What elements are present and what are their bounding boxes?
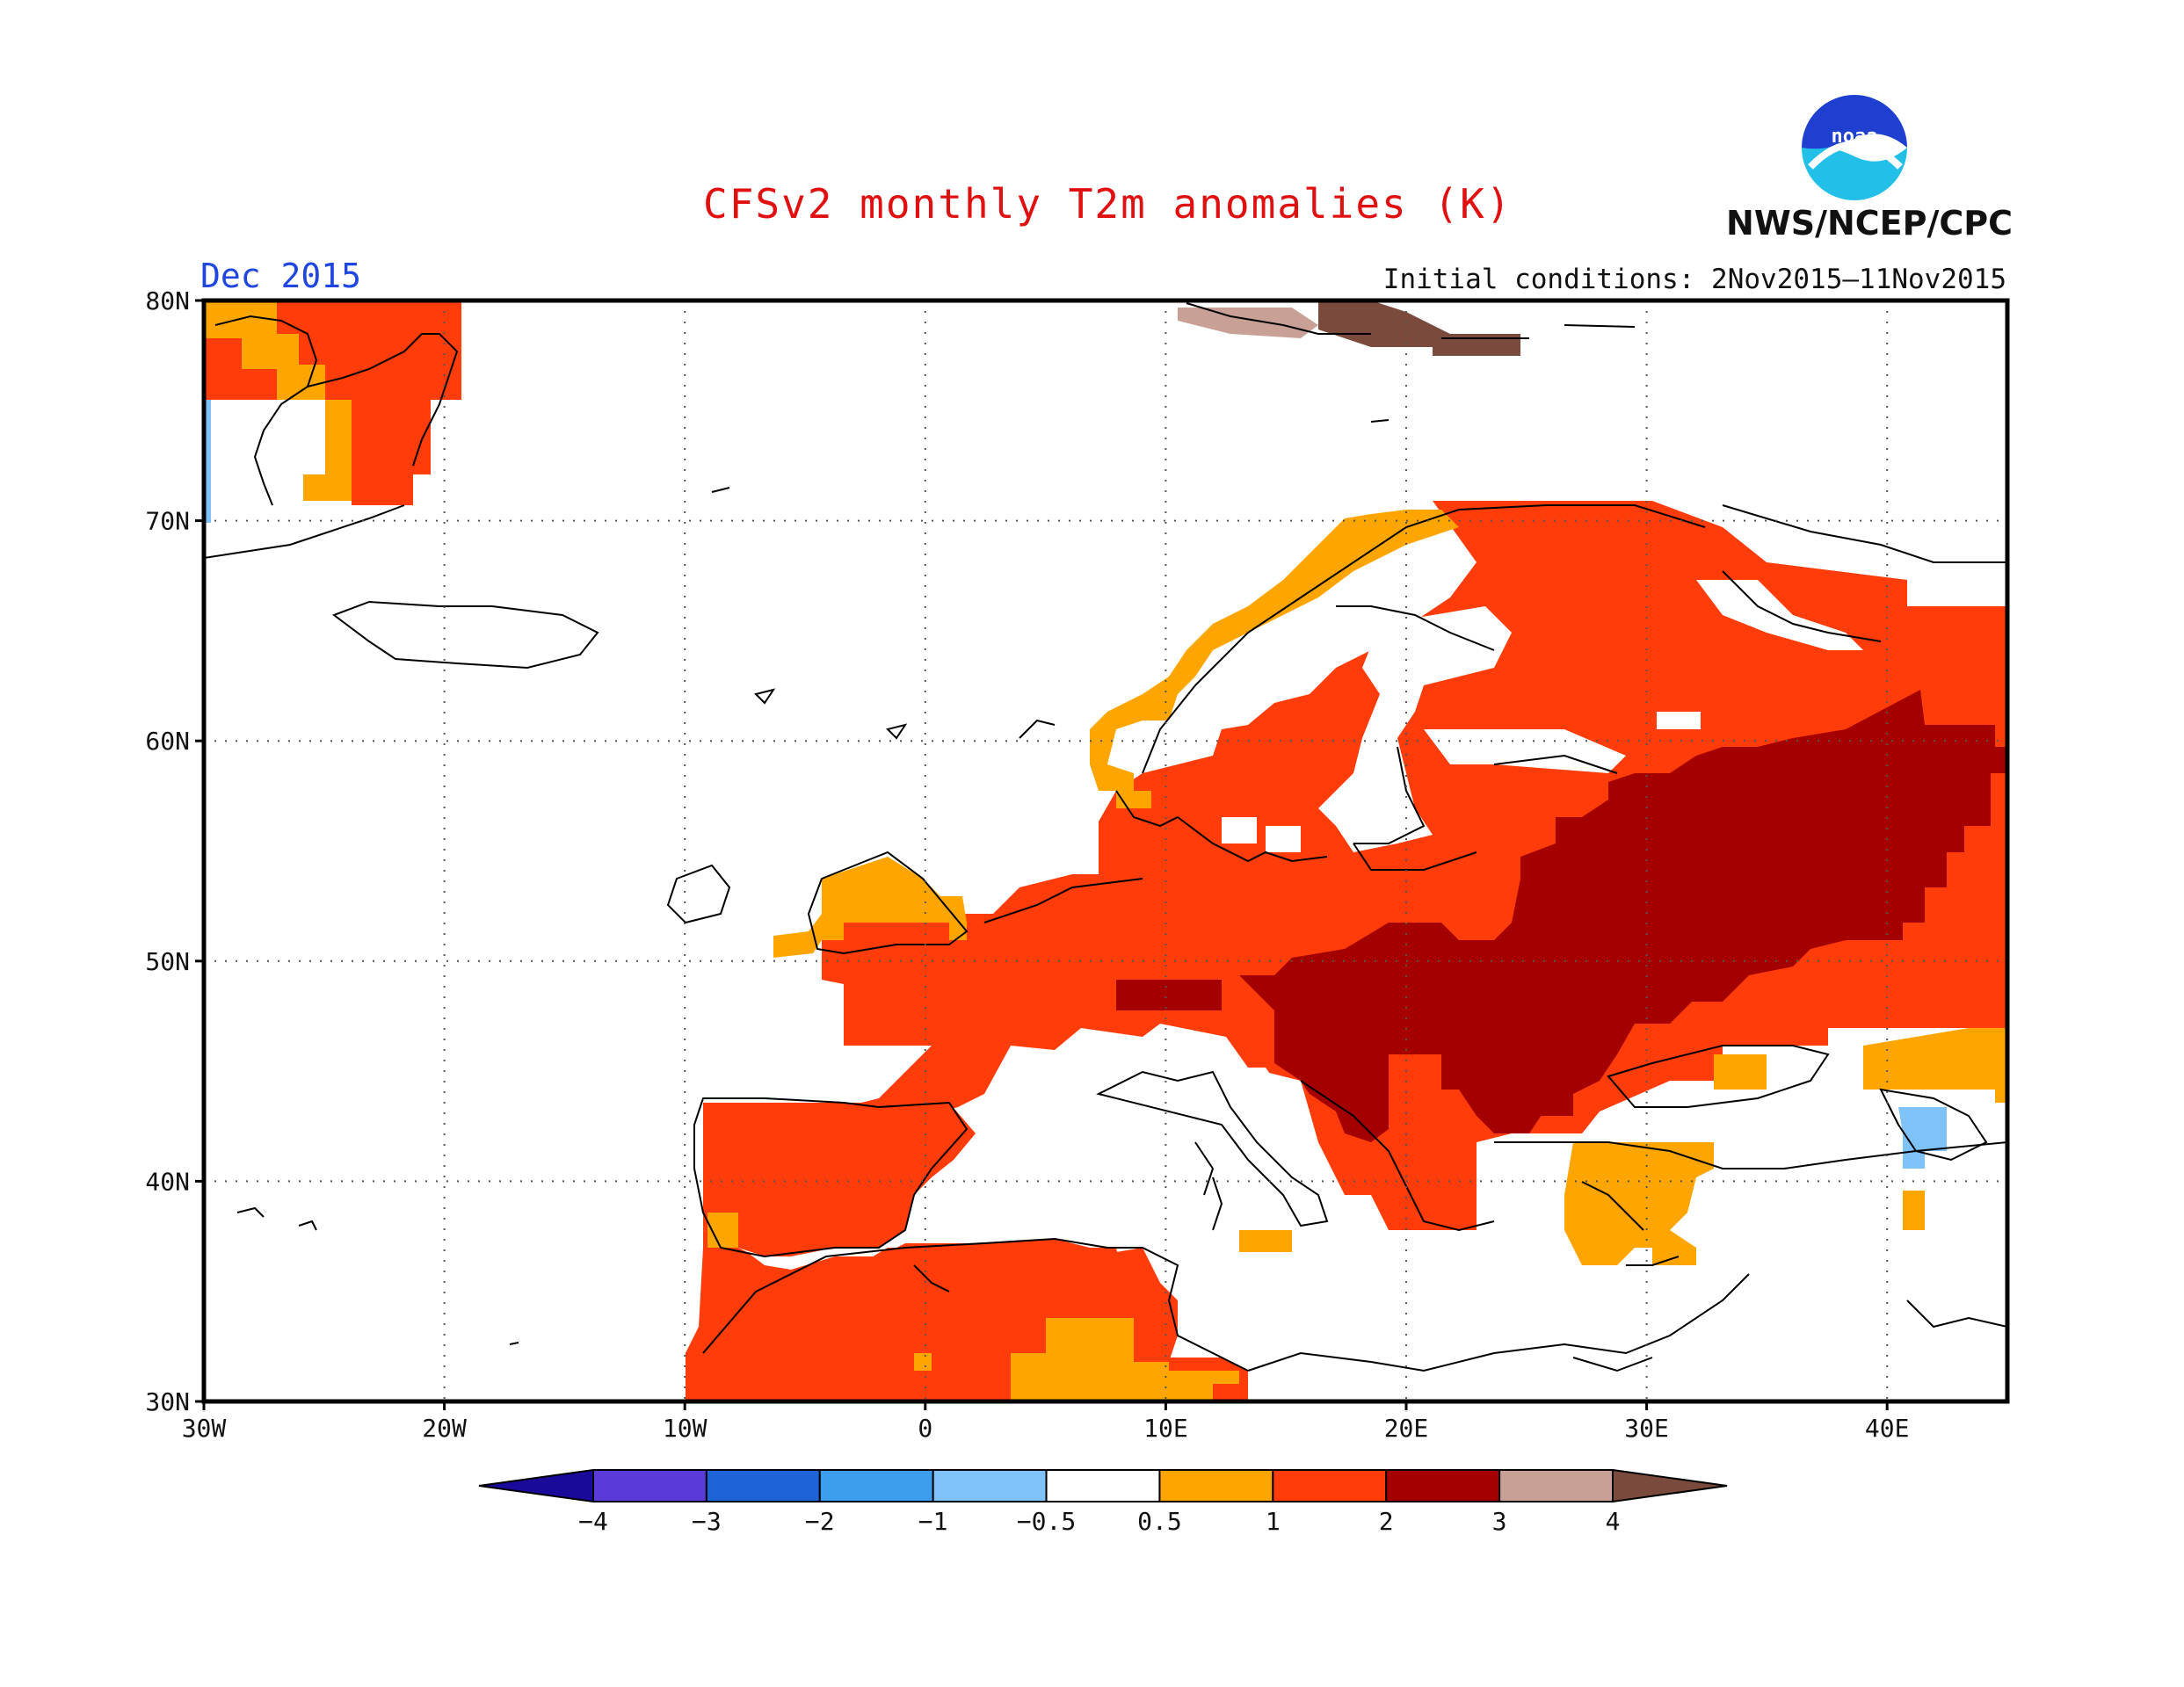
anomaly-balkan-hot: [1450, 1037, 1564, 1133]
legend-tick-label: −4: [578, 1507, 608, 1536]
anomaly-white-patch-2: [1222, 817, 1257, 844]
latitude-labels: 30N 40N 50N 60N 70N 80N: [145, 286, 204, 1416]
longitude-label: 30W: [182, 1414, 227, 1443]
anomaly-morocco-mild: [914, 1353, 932, 1371]
anomaly-white-patch-1: [1657, 712, 1701, 729]
longitude-label: 20E: [1384, 1414, 1429, 1443]
longitude-label: 10W: [663, 1414, 707, 1443]
legend-tick-label: −1: [918, 1507, 948, 1536]
legend-tick-label: 2: [1379, 1507, 1394, 1536]
latitude-label: 80N: [145, 286, 190, 315]
anomaly-persia-mild: [1903, 1191, 1925, 1230]
noaa-logo-text: noaa: [1832, 126, 1878, 148]
forecast-month: Dec 2015: [200, 257, 362, 295]
longitude-label: 20W: [422, 1414, 467, 1443]
legend-swatch: [1385, 1469, 1501, 1502]
legend-swatch: [592, 1469, 707, 1502]
anomaly-norway-coast: [1090, 510, 1459, 791]
anomaly-blacksea-mild: [1714, 1054, 1767, 1090]
legend-tick-label: −2: [805, 1507, 835, 1536]
figure-title: CFSv2 monthly T2m anomalies (K): [703, 180, 1513, 228]
legend-swatch-high: [1612, 1468, 1728, 1503]
legend-tick-label: 1: [1266, 1507, 1281, 1536]
legend-swatch: [1272, 1469, 1388, 1502]
latitude-label: 30N: [145, 1387, 190, 1416]
initial-conditions-label: Initial conditions: 2Nov2015–11Nov2015: [1382, 264, 2006, 295]
anomaly-iberia-warm: [703, 1103, 976, 1256]
color-legend: −4 −3 −2 −1 −0.5 0.5 1 2 3 4: [478, 1468, 1728, 1536]
legend-tick-label: 0.5: [1137, 1507, 1182, 1536]
legend-swatch: [1158, 1469, 1274, 1502]
agency-label: NWS/NCEP/CPC: [1726, 204, 2013, 243]
legend-swatch: [932, 1469, 1048, 1502]
anomaly-iberia-mild: [707, 1213, 738, 1248]
longitude-label: 40E: [1865, 1414, 1910, 1443]
anomaly-nafrica-warm: [686, 1248, 1178, 1401]
noaa-logo: noaa: [1795, 88, 1914, 207]
legend-tick-label: −0.5: [1017, 1507, 1076, 1536]
anomaly-italy-gap: [1226, 1068, 1318, 1151]
anomaly-whitesea-gap: [1696, 580, 1863, 650]
anomaly-svalbard-pale: [1178, 308, 1318, 338]
anomaly-frjosef-hot: [1433, 334, 1520, 356]
anomaly-alps-hot: [1116, 980, 1222, 1010]
latitude-label: 40N: [145, 1167, 190, 1196]
anomaly-baltic-gap: [1318, 606, 1512, 852]
anomaly-white-patch-3: [1266, 826, 1301, 852]
legend-swatch: [818, 1469, 934, 1502]
latitude-label: 50N: [145, 947, 190, 976]
anomaly-caucasus-cool: [1898, 1107, 1947, 1169]
longitude-labels: 30W 20W 10W 0 10E 20E 30E 40E: [182, 1401, 1910, 1443]
map-frame: [201, 298, 2010, 1404]
anomaly-turkey-mild: [1564, 1142, 1714, 1265]
map-gridlines: [204, 300, 2007, 1401]
anomaly-core-hot: [1239, 690, 2007, 1142]
longitude-label: 10E: [1143, 1414, 1188, 1443]
longitude-label: 0: [918, 1414, 932, 1443]
legend-tick-label: 4: [1606, 1507, 1621, 1536]
latitude-label: 70N: [145, 507, 190, 536]
latitude-label: 60N: [145, 727, 190, 756]
legend-swatch: [705, 1469, 821, 1502]
anomaly-fill-layer: [204, 300, 2007, 1401]
anomaly-uk-warm: [844, 923, 949, 940]
legend-swatch-low: [478, 1468, 594, 1503]
legend-tick-label: 3: [1492, 1507, 1507, 1536]
anomaly-svalbard-hot: [1318, 300, 1450, 347]
longitude-label: 30E: [1624, 1414, 1669, 1443]
anomaly-sicily-mild: [1239, 1230, 1292, 1252]
legend-swatch: [1045, 1469, 1161, 1502]
legend-swatch: [1498, 1469, 1614, 1502]
anomaly-caucasus-mild: [1863, 1028, 2007, 1103]
anomaly-greenland-mild: [204, 300, 352, 501]
anomaly-sahara-mild: [1011, 1318, 1239, 1401]
coastline-layer: [204, 302, 2007, 1372]
legend-tick-label: −3: [692, 1507, 722, 1536]
